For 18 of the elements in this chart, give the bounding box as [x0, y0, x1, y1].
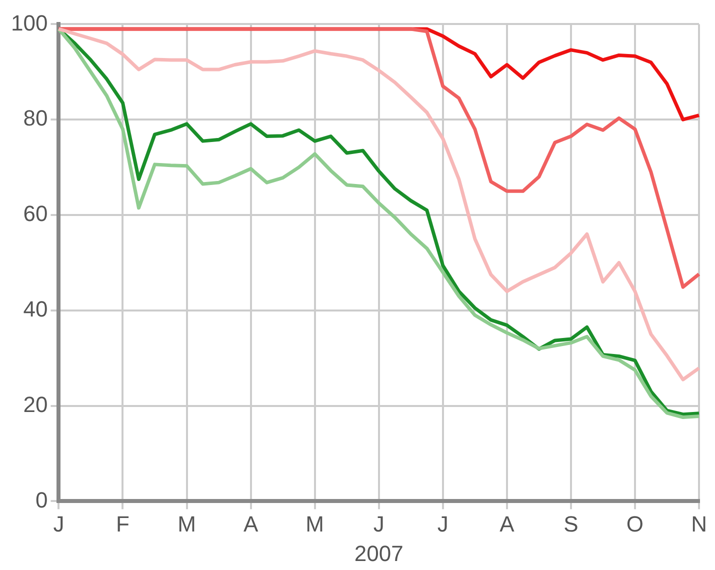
x-axis-title: 2007	[354, 540, 404, 566]
x-tick-label: M	[306, 511, 324, 536]
x-tick-label: M	[178, 511, 196, 536]
x-tick-label: J	[53, 511, 64, 536]
x-tick-label: J	[437, 511, 448, 536]
x-tick-label: S	[564, 511, 578, 536]
y-tick-label: 0	[35, 487, 48, 512]
x-tick-label: O	[626, 511, 644, 536]
y-tick-label: 100	[10, 10, 48, 36]
y-tick-label: 60	[23, 201, 48, 226]
y-tick-label: 80	[23, 106, 48, 131]
x-tick-label: J	[373, 511, 384, 536]
x-tick-label: A	[243, 511, 258, 536]
x-tick-label: F	[116, 511, 130, 536]
y-tick-label: 40	[23, 296, 48, 322]
y-tick-label: 20	[23, 392, 48, 417]
x-tick-label: A	[500, 511, 515, 536]
x-tick-label: N	[691, 511, 707, 536]
